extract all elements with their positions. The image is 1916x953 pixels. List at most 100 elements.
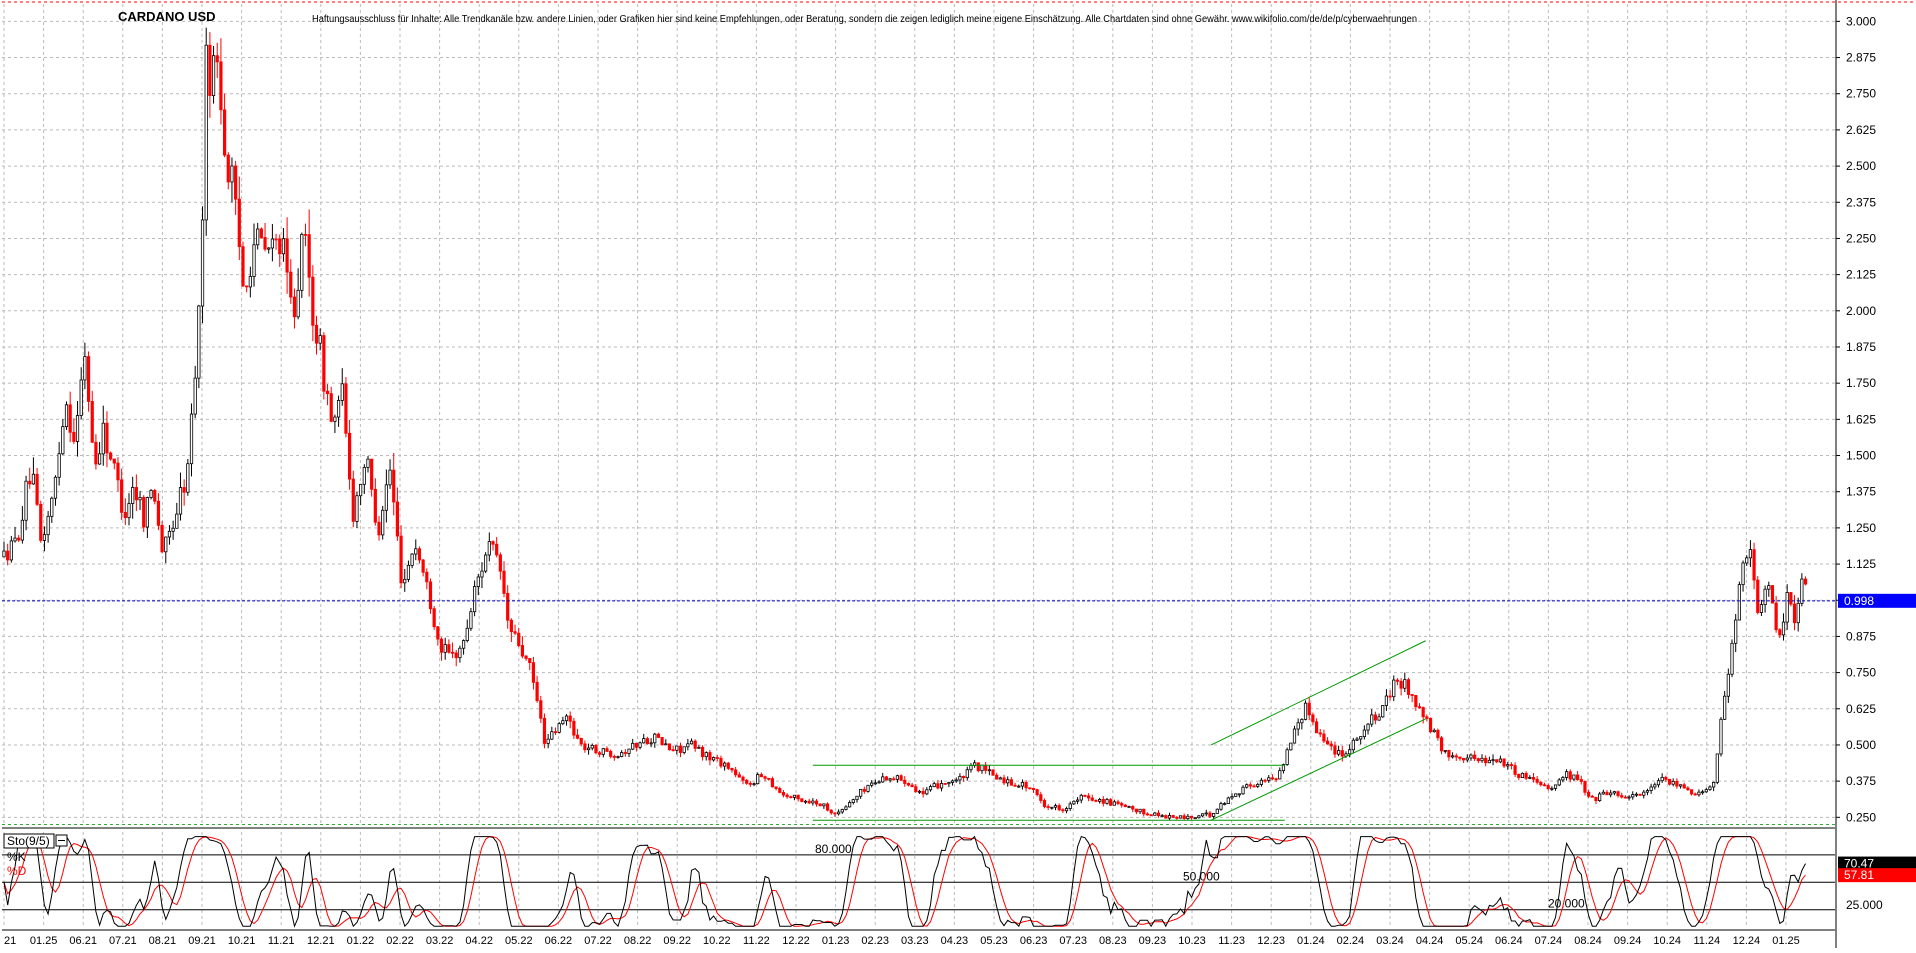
candle-body xyxy=(13,537,17,542)
candle-body xyxy=(351,478,355,522)
candle-body xyxy=(366,458,370,468)
candle-body xyxy=(1756,579,1760,613)
candle-body xyxy=(870,782,874,786)
candle-body xyxy=(1028,787,1032,790)
candle-body xyxy=(127,503,131,519)
candle-body xyxy=(1087,795,1091,799)
candle-body xyxy=(197,305,201,379)
candle-body xyxy=(1223,803,1227,805)
candle-body xyxy=(1748,549,1752,559)
x-tick-label: 05.24 xyxy=(1455,935,1483,947)
candle-body xyxy=(984,764,988,771)
price-tick-label: 2.125 xyxy=(1846,268,1876,282)
candle-body xyxy=(1267,777,1271,781)
candle-body xyxy=(620,752,624,757)
candle-body xyxy=(656,733,661,738)
candle-body xyxy=(1594,796,1598,802)
candle-body xyxy=(1781,621,1786,636)
d-value-box xyxy=(1838,868,1916,883)
candle-body xyxy=(1778,629,1782,636)
candle-body xyxy=(1020,782,1025,787)
candle-body xyxy=(1075,799,1080,802)
price-tick-label: 1.750 xyxy=(1846,376,1876,390)
candle-body xyxy=(1568,771,1572,780)
candle-body xyxy=(333,416,337,422)
candle-body xyxy=(1454,755,1458,758)
candle-body xyxy=(943,783,947,785)
candle-body xyxy=(1561,777,1565,781)
candle-body xyxy=(1517,773,1521,778)
candle-body xyxy=(1800,578,1804,604)
x-tick-label: 06.21 xyxy=(69,935,97,947)
candle-body xyxy=(101,422,105,455)
stoch-level-label: 80.000 xyxy=(815,842,852,856)
candle-body xyxy=(1528,777,1532,779)
candle-body xyxy=(1660,776,1664,782)
candle-body xyxy=(965,769,969,779)
candle-body xyxy=(1116,801,1120,804)
candle-body xyxy=(267,247,271,250)
price-tick-label: 2.500 xyxy=(1846,159,1876,173)
candle-body xyxy=(726,762,730,769)
candle-body xyxy=(6,550,10,561)
candle-body xyxy=(1612,791,1616,794)
candle-body xyxy=(1200,813,1205,817)
candle-body xyxy=(90,401,94,443)
candle-body xyxy=(1083,794,1087,797)
candle-body xyxy=(557,723,561,733)
price-tick-label: 0.375 xyxy=(1846,774,1876,788)
candle-body xyxy=(325,390,330,395)
candle-body xyxy=(1587,791,1591,797)
candle-body xyxy=(1175,816,1179,819)
candle-body xyxy=(1469,754,1473,759)
candle-body xyxy=(476,576,480,587)
candle-body xyxy=(969,765,973,771)
candle-body xyxy=(1359,736,1363,740)
candle-body xyxy=(759,774,763,778)
candle-body xyxy=(1399,680,1403,689)
stochastic-panel: 80.000 50.000 20.000 Sto(9/5) %K%D xyxy=(2,833,1835,928)
price-tick-label: 1.250 xyxy=(1846,521,1876,535)
x-tick-label: 07.24 xyxy=(1535,935,1563,947)
candle-body xyxy=(1039,794,1043,801)
candle-body xyxy=(535,681,539,702)
candle-body xyxy=(1473,754,1477,760)
x-tick-label: 06.24 xyxy=(1495,935,1523,947)
candle-body xyxy=(752,783,756,786)
candle-body xyxy=(653,733,657,744)
candle-body xyxy=(822,803,826,807)
candle-body xyxy=(528,658,532,664)
candle-body xyxy=(1035,789,1039,796)
candle-body xyxy=(1296,722,1300,730)
candle-body xyxy=(153,489,157,502)
candle-body xyxy=(204,44,208,221)
candle-body xyxy=(289,271,293,298)
candle-body xyxy=(322,335,326,392)
stoch-label: Sto(9/5) xyxy=(7,834,50,848)
candle-body xyxy=(1167,815,1172,819)
candle-body xyxy=(987,769,991,772)
candle-body xyxy=(995,774,999,780)
candle-body xyxy=(590,744,594,749)
candle-body xyxy=(1281,764,1286,772)
x-tick-label: 10.22 xyxy=(703,935,731,947)
candle-body xyxy=(881,776,885,783)
candle-body xyxy=(1002,777,1006,784)
candle-body xyxy=(395,501,399,537)
candle-body xyxy=(700,746,705,758)
candle-body xyxy=(524,655,528,659)
candle-body xyxy=(498,554,502,572)
candle-body xyxy=(723,762,727,767)
candle-body xyxy=(1590,795,1594,798)
candle-body xyxy=(1278,770,1282,780)
candle-body xyxy=(1068,803,1072,809)
stoch-d-line xyxy=(3,836,1806,927)
candle-body xyxy=(1245,784,1249,788)
candle-body xyxy=(1307,702,1311,716)
candle-body xyxy=(1689,789,1694,795)
candle-body xyxy=(1491,759,1495,762)
candle-body xyxy=(454,652,458,659)
candle-body xyxy=(2,550,6,558)
candle-body xyxy=(215,55,219,63)
